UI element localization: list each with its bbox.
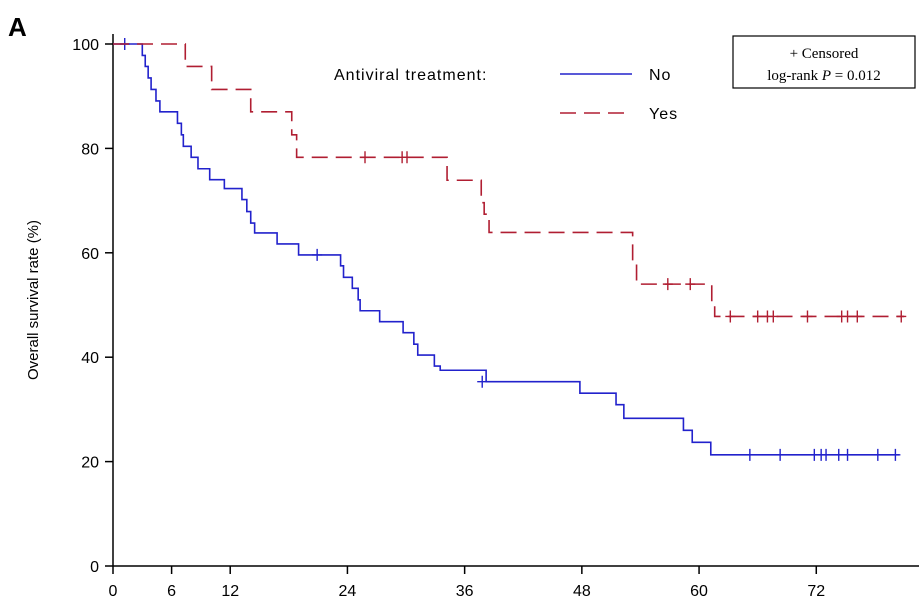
x-tick-label: 36 bbox=[456, 583, 474, 600]
panel-label: A bbox=[8, 12, 27, 42]
censor-mark-yes bbox=[685, 278, 696, 291]
legend-label-yes: Yes bbox=[649, 106, 678, 123]
censor-mark-yes bbox=[802, 310, 813, 323]
y-tick-label: 60 bbox=[81, 246, 99, 263]
censor-mark-yes bbox=[402, 151, 413, 164]
censor-mark-yes bbox=[752, 310, 763, 323]
survival-line-no bbox=[113, 43, 900, 456]
censor-mark-yes bbox=[768, 310, 779, 323]
censor-mark-yes bbox=[662, 278, 673, 291]
survival-line-yes bbox=[113, 43, 905, 318]
x-tick-label: 60 bbox=[690, 583, 708, 600]
censored-note: + Censored bbox=[790, 46, 859, 62]
y-tick-label: 100 bbox=[72, 37, 99, 54]
legend-label-no: No bbox=[649, 67, 671, 84]
annotation-box: + Censored log-rank P = 0.012 bbox=[732, 35, 916, 89]
censor-mark-yes bbox=[896, 310, 907, 323]
censor-mark-yes bbox=[842, 310, 853, 323]
censor-mark-yes bbox=[725, 310, 736, 323]
censor-mark-no bbox=[312, 248, 323, 261]
censor-mark-no bbox=[890, 448, 901, 461]
x-tick-label: 24 bbox=[339, 583, 357, 600]
censor-mark-no bbox=[872, 448, 883, 461]
y-tick-label: 0 bbox=[90, 559, 99, 576]
series-layer bbox=[113, 38, 907, 461]
y-axis-label: Overall survival rate (%) bbox=[25, 220, 42, 380]
logrank-note: log-rank P = 0.012 bbox=[767, 68, 880, 84]
series-yes bbox=[113, 43, 907, 323]
censor-mark-no bbox=[744, 448, 755, 461]
censor-mark-no bbox=[477, 375, 488, 388]
censor-mark-no bbox=[842, 448, 853, 461]
y-tick-label: 20 bbox=[81, 455, 99, 472]
x-tick-label: 12 bbox=[221, 583, 239, 600]
x-axis-ticks: 0 6 12 24 36 48 60 72 bbox=[109, 566, 825, 600]
legend-title: Antiviral treatment: bbox=[334, 67, 487, 84]
x-tick-label: 72 bbox=[807, 583, 825, 600]
x-tick-label: 0 bbox=[109, 583, 118, 600]
series-no bbox=[113, 38, 901, 461]
censor-mark-yes bbox=[852, 310, 863, 323]
censor-mark-yes bbox=[360, 151, 371, 164]
censor-mark-no bbox=[821, 448, 832, 461]
y-tick-label: 40 bbox=[81, 350, 99, 367]
x-tick-label: 48 bbox=[573, 583, 591, 600]
x-tick-label: 6 bbox=[167, 583, 176, 600]
y-tick-label: 80 bbox=[81, 141, 99, 158]
censor-mark-no bbox=[833, 448, 844, 461]
annotation-frame bbox=[732, 35, 916, 89]
y-axis-ticks: 0 20 40 60 80 100 bbox=[72, 37, 113, 576]
legend: Antiviral treatment: No Yes bbox=[334, 67, 678, 123]
censor-mark-no bbox=[775, 448, 786, 461]
